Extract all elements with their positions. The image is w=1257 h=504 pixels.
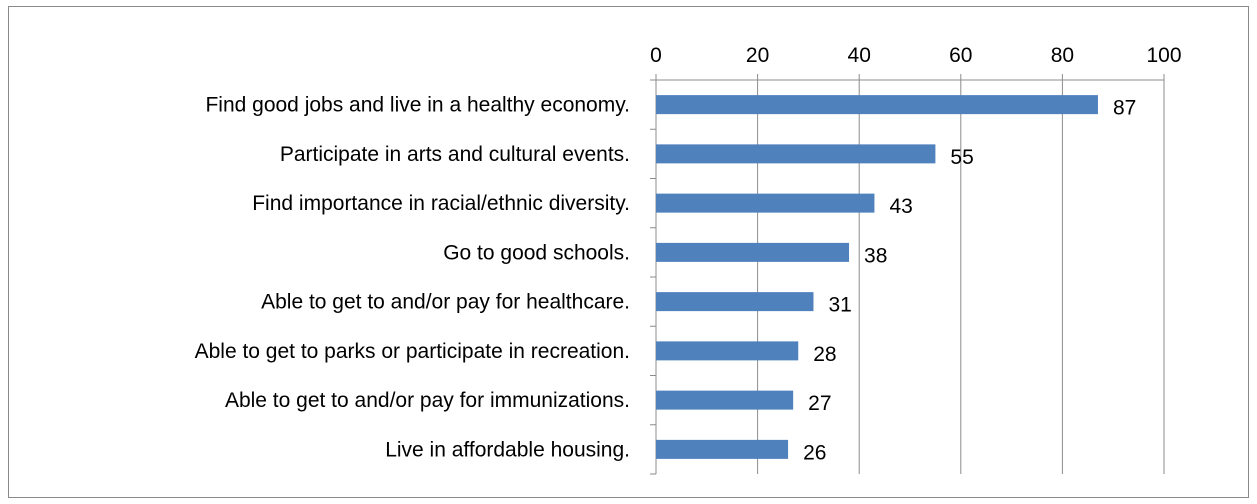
data-label: 55 (950, 146, 973, 169)
category-label: Live in affordable housing. (385, 438, 630, 461)
category-label: Able to get to and/or pay for immunizati… (225, 389, 630, 412)
x-tick-label: 40 (848, 44, 871, 67)
bar (656, 341, 799, 361)
category-label: Able to get to and/or pay for healthcare… (261, 291, 630, 314)
category-label: Able to get to parks or participate in r… (195, 340, 630, 363)
x-tick-label: 100 (1146, 44, 1181, 67)
bar (656, 193, 875, 213)
category-label: Find importance in racial/ethnic diversi… (252, 192, 630, 215)
data-label: 87 (1113, 97, 1136, 120)
x-tick-label: 20 (746, 44, 769, 67)
data-label: 28 (813, 343, 836, 366)
category-label: Find good jobs and live in a healthy eco… (205, 94, 630, 117)
data-label: 31 (828, 294, 851, 317)
bar (656, 292, 814, 312)
category-label: Participate in arts and cultural events. (280, 143, 630, 166)
bar (656, 242, 850, 262)
bar (656, 144, 936, 164)
category-label: Go to good schools. (443, 241, 630, 264)
data-label: 43 (889, 195, 912, 218)
chart-frame (8, 6, 1249, 498)
data-label: 38 (864, 244, 887, 267)
data-label: 27 (808, 392, 831, 415)
bar (656, 390, 794, 410)
bar (656, 439, 789, 459)
data-label: 26 (803, 441, 826, 464)
bar (656, 95, 1098, 115)
x-tick-label: 0 (650, 44, 662, 67)
x-tick-label: 60 (949, 44, 972, 67)
x-tick-label: 80 (1051, 44, 1074, 67)
